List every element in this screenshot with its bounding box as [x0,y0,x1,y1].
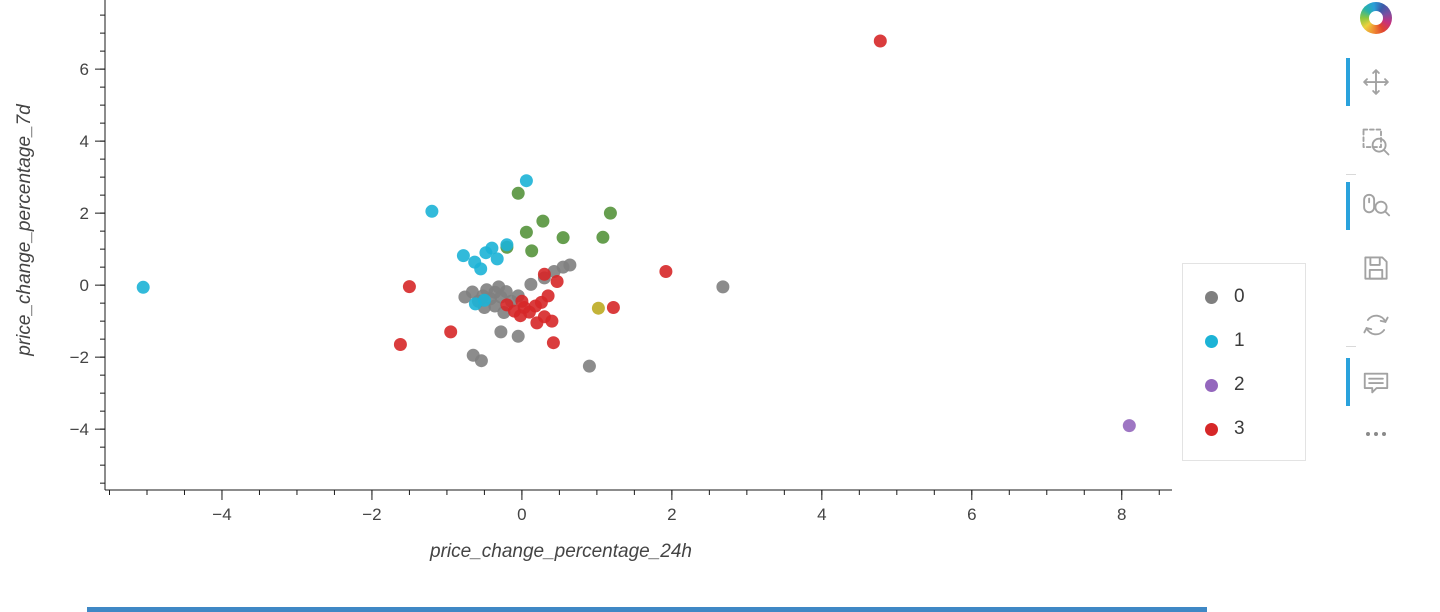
active-tool-indicator [1346,358,1350,406]
save-tool-button[interactable] [1358,250,1394,286]
legend-label: 1 [1234,330,1245,351]
data-point-cluster-0[interactable] [511,329,525,343]
wheel-zoom-tool-button[interactable] [1358,188,1394,224]
reset-tool-button[interactable] [1358,307,1394,343]
data-point-cluster-0[interactable] [465,285,479,299]
legend-label: 0 [1234,286,1245,307]
x-tick-label: 4 [817,505,826,524]
data-point-cluster-green[interactable] [596,230,610,244]
data-point-cluster-3[interactable] [606,301,620,314]
data-point-cluster-green[interactable] [511,186,525,200]
data-points [136,34,1136,433]
legend-entry-cluster-1[interactable]: 1 [1205,319,1305,363]
data-point-cluster-0[interactable] [494,325,508,339]
legend-entry-cluster-3[interactable]: 3 [1205,407,1305,451]
data-point-cluster-green[interactable] [603,206,617,220]
data-point-cluster-3[interactable] [550,275,564,288]
pan-tool-button[interactable] [1358,64,1394,100]
data-point-cluster-1[interactable] [425,204,439,218]
data-point-cluster-0[interactable] [716,280,730,294]
save-icon [1364,256,1388,280]
y-tick-label: 4 [80,132,89,151]
x-tick-label: 8 [1117,505,1126,524]
data-point-cluster-1[interactable] [136,280,150,294]
legend-swatch-cluster-3 [1205,422,1218,436]
box-zoom-tool-button[interactable] [1358,124,1394,160]
wheel-zoom-icon [1363,193,1391,217]
data-point-cluster-green[interactable] [536,214,550,228]
x-tick-label: 6 [967,505,976,524]
x-axis-label: price_change_percentage_24h [430,541,692,562]
data-point-cluster-0[interactable] [524,277,538,291]
legend-entry-cluster-2[interactable]: 2 [1205,363,1305,407]
data-point-cluster-1[interactable] [485,241,499,255]
data-point-cluster-2[interactable] [1122,419,1136,433]
scatter-plot-canvas[interactable]: −4 −2 0 2 4 6 8 −4 −2 0 2 4 6 [0,0,1340,612]
data-point-cluster-3[interactable] [530,316,544,330]
y-axis-label: price_change_percentage_7d [14,104,35,356]
data-point-cluster-3[interactable] [545,314,559,328]
legend-label: 2 [1234,374,1245,395]
data-point-cluster-3[interactable] [515,294,529,308]
legend-entry-cluster-0[interactable]: 0 [1205,275,1305,319]
data-point-cluster-0[interactable] [488,299,502,313]
y-tick-label: 2 [80,204,89,223]
data-point-cluster-3[interactable] [873,34,887,48]
data-point-cluster-3[interactable] [444,325,458,339]
y-tick-label: −2 [70,348,89,367]
x-tick-label: 2 [667,505,676,524]
active-tool-indicator [1346,182,1350,230]
legend-label: 3 [1234,418,1245,439]
data-point-cluster-0[interactable] [563,258,577,272]
data-point-cluster-green[interactable] [525,244,539,258]
bokeh-logo-icon[interactable] [1360,2,1392,34]
data-point-cluster-1[interactable] [456,249,470,263]
x-tick-label: 0 [517,505,526,524]
hover-tool-button[interactable] [1358,365,1394,401]
data-point-cluster-1[interactable] [468,297,482,311]
bottom-blue-bar [87,607,1207,612]
data-point-cluster-1[interactable] [490,252,504,266]
y-tick-label: −4 [70,420,89,439]
data-point-cluster-0[interactable] [582,359,596,373]
data-point-cluster-3[interactable] [537,267,551,281]
hover-icon [1363,372,1389,394]
data-point-cluster-0[interactable] [499,285,513,299]
axes [95,0,1172,500]
data-point-cluster-olive[interactable] [591,301,605,315]
reset-icon [1363,314,1389,336]
toolbar-divider [1346,346,1356,347]
legend-swatch-cluster-0 [1205,290,1218,304]
data-point-cluster-green[interactable] [519,225,533,239]
x-tick-label: −2 [362,505,381,524]
data-point-cluster-1[interactable] [519,174,533,188]
tick-labels: −4 −2 0 2 4 6 8 −4 −2 0 2 4 6 [70,60,1127,524]
bokeh-toolbar [1346,0,1410,470]
legend: 0 1 2 3 [1182,263,1306,461]
legend-swatch-cluster-2 [1205,378,1218,392]
data-point-cluster-3[interactable] [402,280,416,294]
data-point-cluster-3[interactable] [393,338,407,351]
legend-swatch-cluster-1 [1205,334,1218,348]
data-point-cluster-3[interactable] [546,336,560,350]
data-point-cluster-1[interactable] [474,262,488,276]
data-point-cluster-1[interactable] [500,238,514,252]
x-tick-label: −4 [212,505,231,524]
more-tools-icon[interactable] [1358,424,1394,444]
pan-icon [1363,69,1389,95]
data-point-cluster-0[interactable] [474,354,488,368]
y-tick-label: 0 [80,276,89,295]
active-tool-indicator [1346,58,1350,106]
box-zoom-icon [1362,128,1390,156]
data-point-cluster-green[interactable] [556,231,570,245]
toolbar-divider [1346,174,1356,175]
y-tick-label: 6 [80,60,89,79]
data-point-cluster-3[interactable] [541,289,555,303]
data-point-cluster-3[interactable] [659,265,673,278]
